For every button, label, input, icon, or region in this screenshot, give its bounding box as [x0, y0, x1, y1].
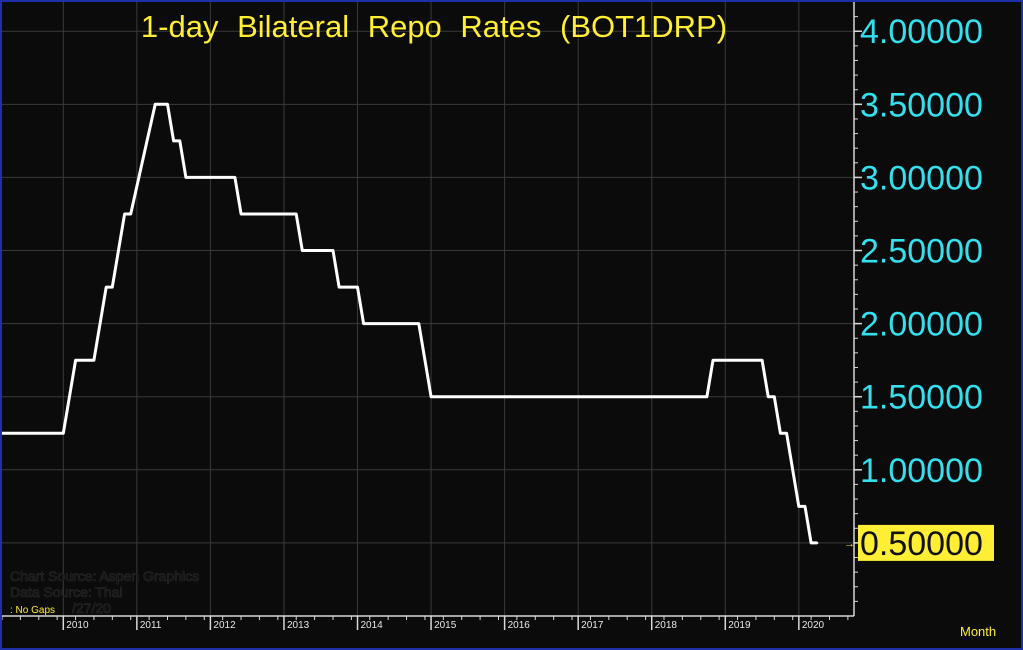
y-tick-label: 3.50000 — [860, 86, 983, 124]
x-tick-marks — [2, 616, 849, 630]
y-tick-label: 2.50000 — [860, 233, 983, 271]
y-tick-label: 3.00000 — [860, 159, 983, 197]
no-gaps-label: : No Gaps — [10, 605, 55, 616]
data-point — [797, 505, 801, 508]
data-point — [711, 358, 715, 362]
x-tick-label: 2017 — [581, 620, 604, 631]
y-tick-labels: 4.00000 3.50000 3.00000 2.50000 2.00000 1.500… — [860, 13, 983, 490]
data-point — [239, 212, 243, 216]
data-point — [429, 395, 433, 398]
x-tick-label: 2013 — [287, 620, 310, 631]
x-tick-label: 2011 — [140, 620, 162, 631]
data-point — [105, 285, 108, 289]
data-point — [74, 358, 77, 362]
y-tick-label: 1.50000 — [860, 379, 983, 417]
y-tick-label: 2.00000 — [860, 306, 983, 344]
data-point — [809, 541, 813, 545]
data-point — [123, 212, 126, 216]
x-tick-label: 2012 — [213, 620, 236, 631]
data-point — [166, 103, 169, 106]
series-line — [2, 102, 818, 545]
data-point — [172, 139, 175, 143]
data-point — [337, 285, 341, 289]
data-point — [62, 432, 65, 435]
data-point — [760, 358, 764, 362]
x-tick-label: 2019 — [728, 620, 751, 631]
data-point — [184, 176, 188, 179]
data-point — [178, 139, 181, 143]
chart-source-line: Chart Source: Aspen Graphics — [10, 568, 199, 584]
x-tick-label: 2020 — [802, 620, 825, 631]
data-point — [295, 212, 298, 216]
data-point — [705, 395, 709, 398]
source-date-line: /27/20 — [72, 600, 111, 616]
data-source-line: Data Source: Thai — [10, 584, 123, 600]
data-point — [129, 212, 132, 216]
y-tick-label: 1.00000 — [860, 452, 983, 490]
data-point — [766, 395, 770, 398]
data-point — [154, 103, 157, 106]
data-point — [785, 432, 788, 435]
series-points — [2, 103, 819, 545]
x-tick-label: 2018 — [655, 620, 678, 631]
data-point — [362, 322, 365, 325]
period-label: Month — [960, 624, 996, 639]
data-point — [803, 505, 807, 508]
last-value-arrow: → — [844, 538, 855, 550]
data-point — [779, 432, 782, 435]
chart-title: 1-day Bilateral Repo Rates (BOT1DRP) — [141, 9, 727, 44]
x-tick-label: 2010 — [66, 620, 89, 631]
data-point — [773, 395, 776, 398]
data-point — [816, 541, 819, 545]
y-tick-label: 4.00000 — [860, 13, 983, 51]
data-point — [2, 432, 4, 435]
x-tick-label: 2014 — [361, 620, 384, 631]
data-point — [111, 285, 114, 289]
data-point — [417, 322, 421, 325]
data-point — [92, 358, 96, 362]
last-value-marker: → 0.50000 — [844, 524, 994, 563]
data-point — [356, 285, 359, 289]
last-value-label: 0.50000 — [860, 525, 983, 563]
x-tick-label: 2015 — [434, 620, 457, 631]
x-tick-label: 2016 — [508, 620, 531, 631]
last-value-box — [858, 524, 994, 561]
data-point — [301, 249, 304, 252]
gridlines — [2, 2, 854, 616]
x-tick-labels: 2010 2011 2012 2013 2014 2015 2016 2017 2018 2019… — [66, 620, 824, 631]
data-point — [331, 249, 335, 252]
data-point — [233, 176, 237, 179]
